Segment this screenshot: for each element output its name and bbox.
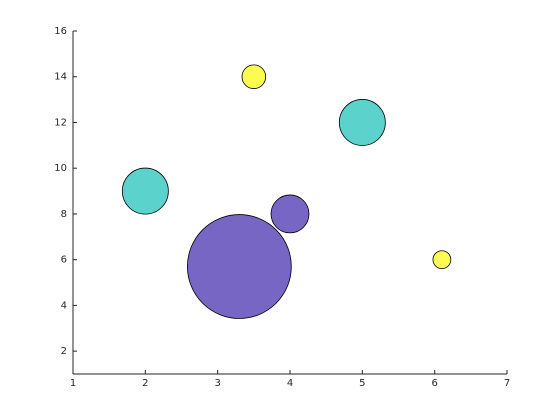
y-tick-label: 16 bbox=[54, 26, 67, 37]
y-tick-label: 12 bbox=[54, 117, 67, 128]
bubble bbox=[241, 64, 267, 89]
bubble bbox=[187, 214, 292, 319]
x-tick-label: 6 bbox=[431, 378, 437, 389]
bubble bbox=[338, 99, 386, 146]
bubble bbox=[121, 167, 169, 215]
y-tick-label: 8 bbox=[61, 209, 67, 220]
y-tick-label: 10 bbox=[54, 163, 67, 174]
bubble bbox=[432, 250, 452, 270]
bubble bbox=[270, 194, 310, 234]
x-tick-label: 3 bbox=[214, 378, 220, 389]
x-tick-label: 5 bbox=[359, 378, 365, 389]
y-tick-label: 14 bbox=[54, 72, 67, 83]
y-tick-label: 2 bbox=[61, 346, 67, 357]
x-tick-label: 7 bbox=[504, 378, 510, 389]
x-tick-label: 2 bbox=[142, 378, 148, 389]
y-tick-label: 6 bbox=[61, 255, 67, 266]
y-tick-label: 4 bbox=[61, 300, 67, 311]
x-tick-label: 1 bbox=[70, 378, 76, 389]
x-tick-label: 4 bbox=[287, 378, 293, 389]
